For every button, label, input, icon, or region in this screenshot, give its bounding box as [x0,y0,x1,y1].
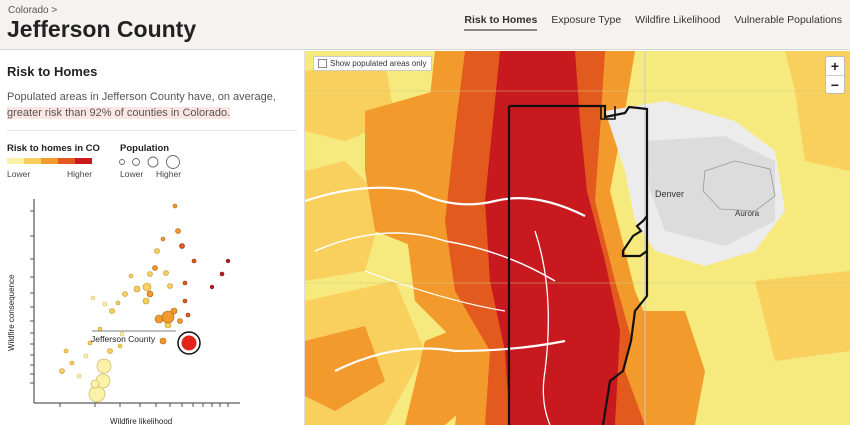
jefferson-county-point[interactable] [180,334,198,352]
risk-scatter-chart: Wildfire consequence Wildfire likelihood [7,199,240,425]
risk-swatch-5 [75,158,92,164]
tab-risk-to-homes[interactable]: Risk to Homes [464,14,538,31]
risk-legend-low: Lower [7,169,31,179]
tab-bar: Risk to Homes Exposure Type Wildfire Lik… [464,14,842,31]
x-axis [34,402,240,407]
risk-swatch-4 [58,158,75,164]
summary-text: Populated areas in Jefferson County have… [7,91,276,119]
zoom-control: + − [825,56,845,94]
y-axis [30,199,35,403]
zoom-out-button[interactable]: − [826,75,844,93]
divider [7,130,297,131]
scatter-points [59,203,231,403]
tab-exposure-type[interactable]: Exposure Type [551,14,622,26]
highlight-label: Jefferson County [91,334,156,344]
risk-swatch-3 [41,158,58,164]
risk-map[interactable]: Denver Aurora Show populated areas only … [305,51,850,425]
panel-title: Risk to Homes [7,64,98,79]
risk-color-ramp [7,158,92,164]
map-label-aurora: Aurora [735,209,760,218]
page-header: Colorado > Jefferson County Risk to Home… [0,0,850,50]
breadcrumb[interactable]: Colorado > [8,5,58,16]
risk-swatch-2 [24,158,41,164]
page-title: Jefferson County [7,16,197,42]
risk-legend-title: Risk to homes in CO [7,143,100,154]
tab-vulnerable-populations[interactable]: Vulnerable Populations [734,14,842,26]
sidebar-panel: Risk to Homes Populated areas in Jeffers… [0,51,305,425]
y-axis-label: Wildfire consequence [7,274,16,351]
zoom-in-button[interactable]: + [830,58,840,74]
risk-legend-high: Higher [67,169,93,179]
x-axis-label: Wildfire likelihood [110,417,172,425]
tab-wildfire-likelihood[interactable]: Wildfire Likelihood [635,14,721,26]
summary-highlight: greater risk than 92% of counties in Col… [7,107,231,119]
population-legend-low: Lower [120,169,144,179]
population-size-circles [119,155,180,169]
map-label-denver: Denver [655,189,685,199]
population-legend-high: Higher [156,169,182,179]
populated-areas-label: Show populated areas only [330,59,427,68]
populated-areas-checkbox[interactable] [318,59,327,68]
map-canvas[interactable] [305,51,850,425]
population-legend-title: Population [120,143,170,154]
populated-areas-toggle[interactable]: Show populated areas only [313,56,432,71]
risk-swatch-1 [7,158,24,164]
jefferson-county-ring [177,331,201,355]
